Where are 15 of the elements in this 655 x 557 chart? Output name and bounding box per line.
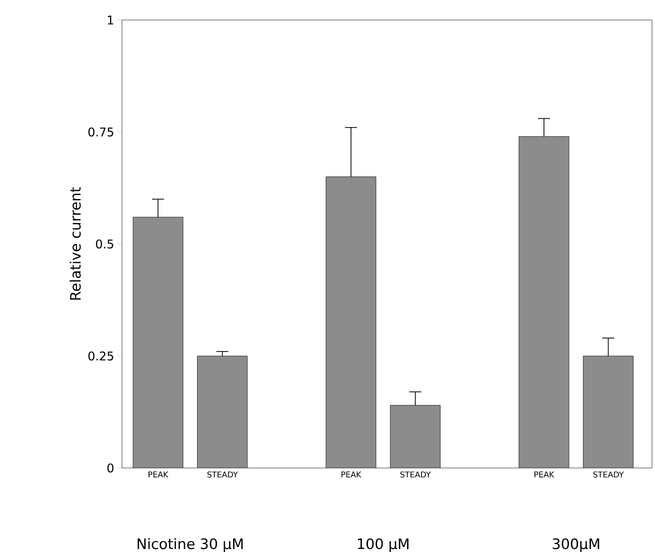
y-tick-label: 0.75 — [88, 127, 114, 137]
bar — [583, 356, 634, 468]
text: 100 μM — [358, 538, 408, 552]
bar — [197, 356, 248, 468]
y-tick-label: 0.5 — [96, 239, 114, 249]
bar — [390, 405, 441, 468]
y-axis-title: Relative current — [70, 187, 81, 300]
bar — [326, 176, 376, 468]
bar — [518, 136, 570, 468]
y-tick-label: 0 — [107, 463, 114, 473]
y-tick-label: 1 — [108, 16, 114, 24]
bar — [132, 216, 184, 468]
text: Nicotine 30 μM — [138, 538, 243, 552]
y-tick-label: 0.25 — [88, 351, 114, 361]
text: 300μM — [552, 538, 600, 552]
